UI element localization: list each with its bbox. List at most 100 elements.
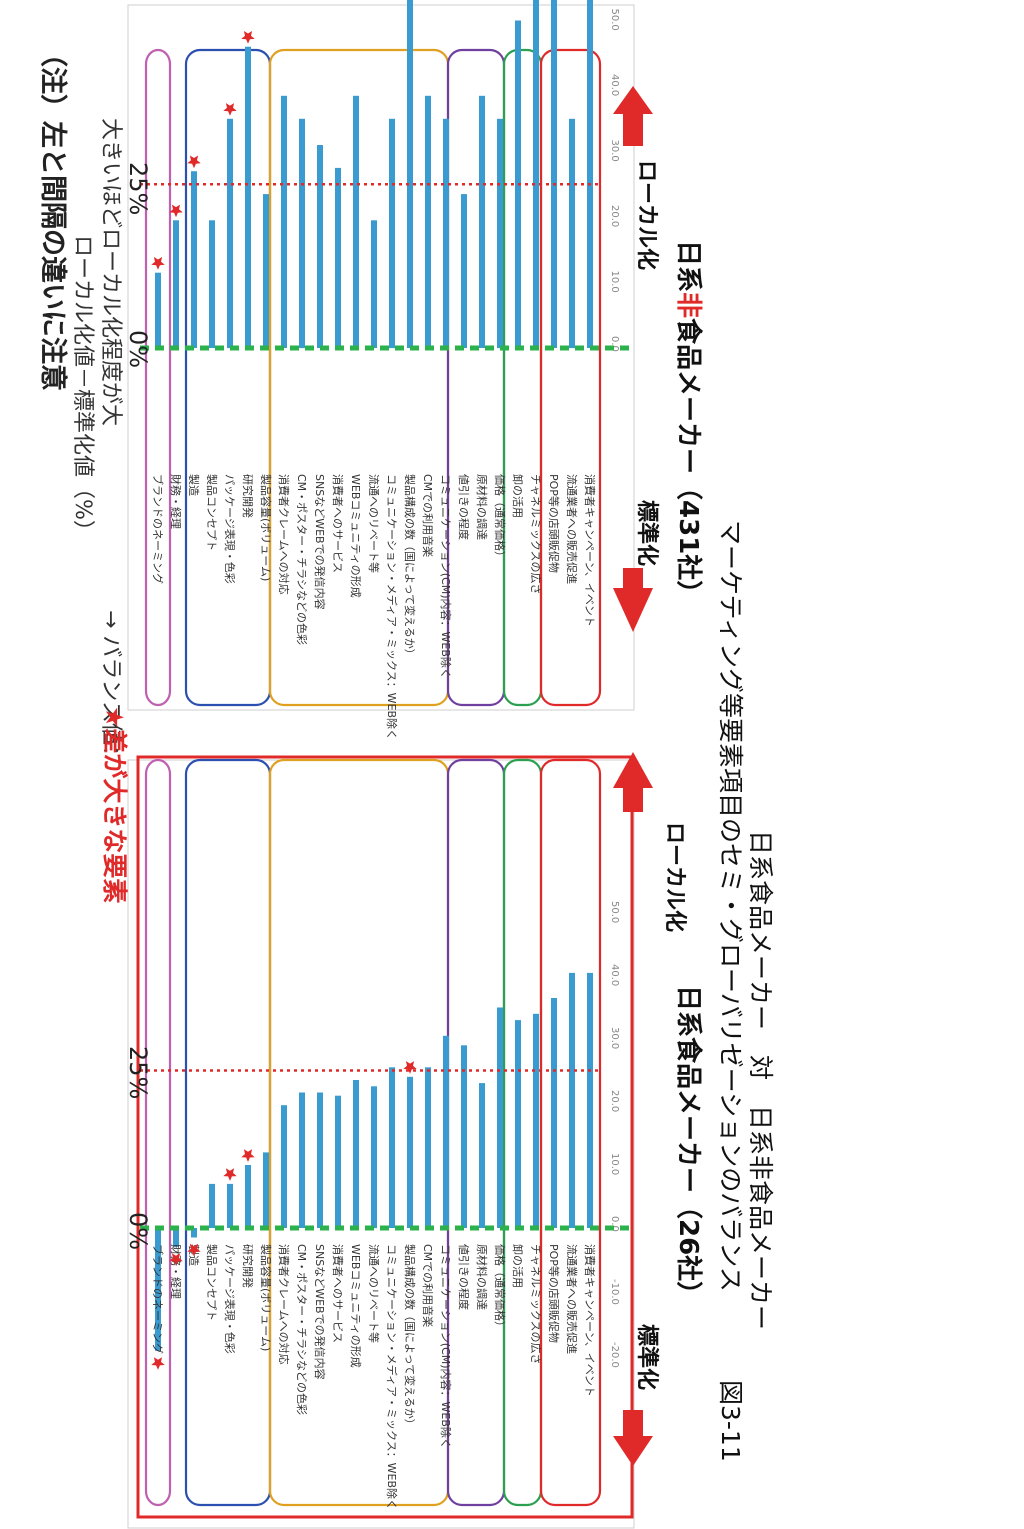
nonfood-bar — [551, 0, 557, 349]
food-category-label: チャネルミックスの広さ — [529, 1244, 542, 1365]
food-category-label: 価格（通常価格） — [493, 1244, 507, 1332]
nonfood-category-label: 消費者クレームへの対応 — [277, 474, 291, 595]
food-star-icon — [223, 1168, 237, 1181]
food-bar — [479, 1083, 485, 1228]
nonfood-group-box — [539, 48, 602, 707]
nonfood-bar — [497, 118, 503, 349]
food-bar — [587, 972, 593, 1228]
standardization-label-bottom: 標準化 — [634, 1324, 660, 1390]
highlight-box — [136, 755, 634, 1519]
nonfood-star-icon — [151, 257, 165, 270]
nonfood-bar — [407, 0, 413, 349]
nonfood-category-label: 値引きの程度 — [457, 474, 471, 540]
food-star-icon — [187, 1243, 201, 1257]
food-category-label: コミュニケーション・メディア・ミックス：WEB除く — [385, 1244, 399, 1510]
food-category-label: POP等の店頭販促物 — [547, 1244, 561, 1343]
food-bar — [281, 1105, 287, 1228]
nonfood-bar — [227, 118, 233, 349]
food-group-box — [446, 758, 506, 1507]
nonfood-panel-frame — [127, 4, 635, 711]
food-bar — [515, 1020, 521, 1228]
plots-layer: 0.010.020.030.040.050.060.070.0ブランドのネーミン… — [127, 0, 635, 1529]
nonfood-bar — [425, 95, 431, 348]
nonfood-category-label: ブランドのネーミング — [151, 474, 165, 584]
balance-note: 大きいほどローカル化程度が大 — [98, 118, 123, 426]
food-category-label: 製品容量(ボリューム) — [259, 1244, 273, 1351]
food-bar — [497, 1007, 503, 1228]
arrow-standardization-top-icon — [613, 568, 653, 632]
nonfood-star-icon — [223, 103, 237, 116]
nonfood-category-label: WEBコミュニティの形成 — [349, 474, 362, 598]
food-category-label: 値引きの程度 — [457, 1244, 471, 1310]
pct25-label-bottom: 25% — [124, 1046, 152, 1099]
food-bar — [209, 1183, 215, 1228]
nonfood-bar — [353, 95, 359, 348]
food-category-label: 製品構成の数（国によって変えるか） — [403, 1244, 417, 1430]
food-category-label: 卸の活用 — [511, 1244, 525, 1288]
food-panel: -20.0 -10.0 0.0 10.0 20.0 30.0 40.0 50.0 ブランドのネー… — [127, 758, 635, 1529]
food-tick-label: -20.0 — [609, 1342, 620, 1368]
food-group-box — [144, 758, 172, 1507]
food-bar — [443, 1035, 449, 1228]
food-bar — [245, 1165, 251, 1228]
food-category-label: 研究開発 — [241, 1244, 255, 1288]
food-bar — [263, 1152, 269, 1228]
nonfood-bar — [317, 145, 323, 348]
food-category-label: コミュニケーション(CM)内容：WEB除く — [439, 1244, 453, 1449]
nonfood-bar — [587, 0, 593, 348]
food-bar — [389, 1067, 395, 1228]
figure-number: 図3-11 — [716, 1380, 745, 1462]
nonfood-tick-label: 50.0 — [609, 9, 620, 31]
nonfood-category-label: パッケージ表現・色彩 — [223, 474, 237, 584]
food-star-icon — [151, 1357, 165, 1370]
formula-note: ローカル化値－標準化値（%） — [70, 235, 95, 542]
food-category-label: 流通業者への販売促進 — [565, 1244, 579, 1354]
nonfood-category-label: 卸の活用 — [511, 474, 525, 518]
nonfood-bar — [443, 118, 449, 349]
nonfood-category-label: 製造 — [187, 474, 201, 496]
food-bar — [299, 1092, 305, 1228]
food-bar — [317, 1092, 323, 1228]
food-tick-label: 10.0 — [609, 1153, 620, 1175]
nonfood-tick-label: 30.0 — [609, 140, 620, 162]
pct25-label-top: 25% — [124, 162, 152, 215]
food-panel-frame — [127, 759, 635, 1529]
food-star-icon — [241, 1149, 255, 1162]
nonfood-category-label: 消費者へのサービス — [331, 474, 345, 573]
food-bar — [371, 1086, 377, 1229]
balance-note-prefix: → バランス値： — [98, 610, 123, 767]
food-group-box — [184, 758, 272, 1507]
nonfood-category-label: CMでの利用音楽 — [421, 474, 435, 557]
food-category-label: 消費者キャンペーン、イベント — [583, 1244, 597, 1397]
nonfood-bar — [281, 95, 287, 348]
arrow-localization-bottom-icon — [613, 752, 653, 812]
nonfood-star-icon — [241, 31, 255, 44]
food-category-label: 消費者へのサービス — [331, 1244, 345, 1343]
standardization-label-top: 標準化 — [634, 500, 660, 566]
food-bar — [227, 1183, 233, 1228]
nonfood-category-label: 製品構成の数（国によって変えるか） — [403, 474, 417, 660]
nonfood-tick-label: 40.0 — [609, 74, 620, 96]
food-tick-label: 40.0 — [609, 964, 620, 986]
food-category-label: 流通へのリベート等 — [367, 1244, 381, 1343]
food-bar — [425, 1067, 431, 1228]
food-panel-title: 日系食品メーカー（26社） — [673, 985, 704, 1307]
nonfood-group-box — [446, 48, 506, 707]
food-category-label: 消費者クレームへの対応 — [277, 1244, 291, 1365]
nonfood-bar — [245, 46, 251, 348]
nonfood-bar — [299, 118, 305, 349]
nonfood-category-label: コミュニケーション(CM)内容：WEB除く — [439, 474, 453, 679]
localization-label-bottom: ローカル化 — [662, 822, 688, 932]
nonfood-panel-title: 日系非食品メーカー（431社） — [673, 240, 704, 606]
nonfood-category-label: 流通業者への販売促進 — [565, 474, 579, 584]
food-category-label: CMでの利用音楽 — [421, 1244, 435, 1327]
zero-label-bottom: 0% — [124, 1212, 152, 1250]
nonfood-bar — [191, 171, 197, 348]
nonfood-bar — [173, 220, 179, 348]
nonfood-bar — [461, 194, 467, 348]
arrow-standardization-bottom-icon — [613, 1410, 653, 1466]
food-tick-label: 0.0 — [609, 1216, 620, 1232]
food-bar — [335, 1095, 341, 1228]
nonfood-bar — [533, 0, 539, 348]
